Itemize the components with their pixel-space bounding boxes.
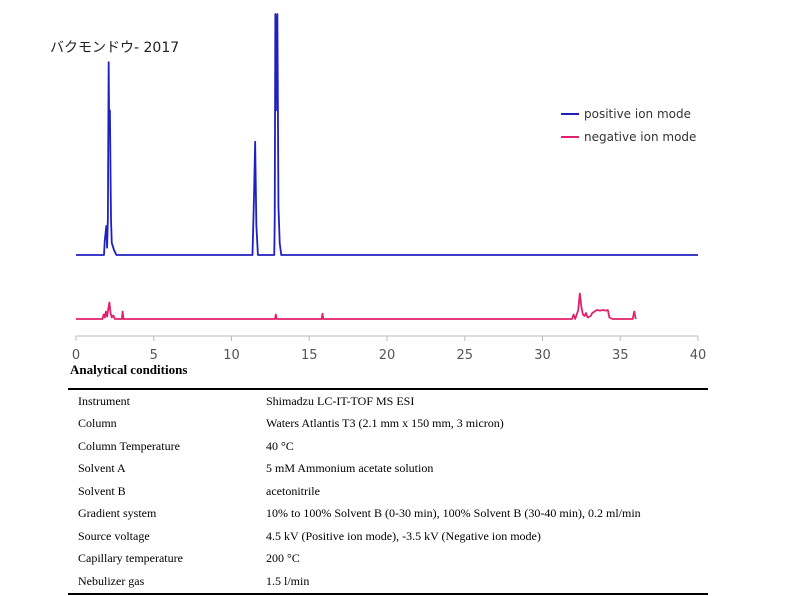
condition-label: Source voltage <box>78 528 150 543</box>
x-axis-ticks: 0 5 10 15 20 25 30 35 40 <box>72 336 706 363</box>
x-tick-label: 35 <box>612 348 629 363</box>
condition-label: Nebulizer gas <box>78 573 145 588</box>
compound-title: バクモンドウ- 2017 <box>50 40 180 56</box>
x-tick-label: 5 <box>150 348 158 363</box>
condition-value: 1.5 l/min <box>266 573 310 588</box>
condition-value: 10% to 100% Solvent B (0-30 min), 100% S… <box>266 506 641 521</box>
condition-row: Column Temperature 40 °C <box>68 435 708 458</box>
x-tick-label: 30 <box>534 348 551 363</box>
legend-label-positive: positive ion mode <box>584 107 691 121</box>
condition-value: Waters Atlantis T3 (2.1 mm x 150 mm, 3 m… <box>266 416 504 431</box>
condition-row: Gradient system 10% to 100% Solvent B (0-… <box>68 503 708 526</box>
condition-row: Instrument Shimadzu LC-IT-TOF MS ESI <box>68 389 708 413</box>
condition-row: Nebulizer gas 1.5 l/min <box>68 570 708 594</box>
condition-label: Solvent B <box>78 483 126 498</box>
condition-row: Solvent B acetonitrile <box>68 480 708 503</box>
analytical-conditions-table: Instrument Shimadzu LC-IT-TOF MS ESI Colum… <box>68 388 708 595</box>
condition-label: Column Temperature <box>78 438 180 453</box>
condition-value: 40 °C <box>266 438 294 453</box>
condition-value: Shimadzu LC-IT-TOF MS ESI <box>266 393 415 408</box>
series-line-negative <box>76 292 637 320</box>
analytical-conditions-title: Analytical conditions <box>70 362 188 377</box>
condition-row: Capillary temperature 200 °C <box>68 548 708 571</box>
condition-value: 4.5 kV (Positive ion mode), -3.5 kV (Neg… <box>266 528 541 543</box>
x-tick-label: 20 <box>379 348 396 363</box>
series-line-positive <box>76 13 698 256</box>
condition-label: Column <box>78 416 117 431</box>
x-tick-label: 10 <box>223 348 240 363</box>
x-tick-label: 25 <box>456 348 473 363</box>
x-tick-label: 15 <box>301 348 318 363</box>
condition-label: Gradient system <box>78 506 157 521</box>
condition-label: Solvent A <box>78 461 126 476</box>
condition-label: Instrument <box>78 393 130 408</box>
condition-row: Column Waters Atlantis T3 (2.1 mm x 150 m… <box>68 413 708 436</box>
chart-legend: positive ion mode negative ion mode <box>561 107 696 144</box>
chromatogram-chart: 0 5 10 15 20 25 30 35 40 positive ion mode negat… <box>72 13 706 363</box>
x-tick-label: 40 <box>690 348 707 363</box>
condition-label: Capillary temperature <box>78 551 183 566</box>
condition-row: Solvent A 5 mM Ammonium acetate solution <box>68 458 708 481</box>
condition-row: Source voltage 4.5 kV (Positive ion mode)… <box>68 525 708 548</box>
condition-value: 5 mM Ammonium acetate solution <box>266 461 434 476</box>
legend-label-negative: negative ion mode <box>584 130 696 144</box>
chart-traces <box>76 13 698 320</box>
condition-value: acetonitrile <box>266 483 320 498</box>
condition-value: 200 °C <box>266 551 300 566</box>
x-tick-label: 0 <box>72 348 80 363</box>
